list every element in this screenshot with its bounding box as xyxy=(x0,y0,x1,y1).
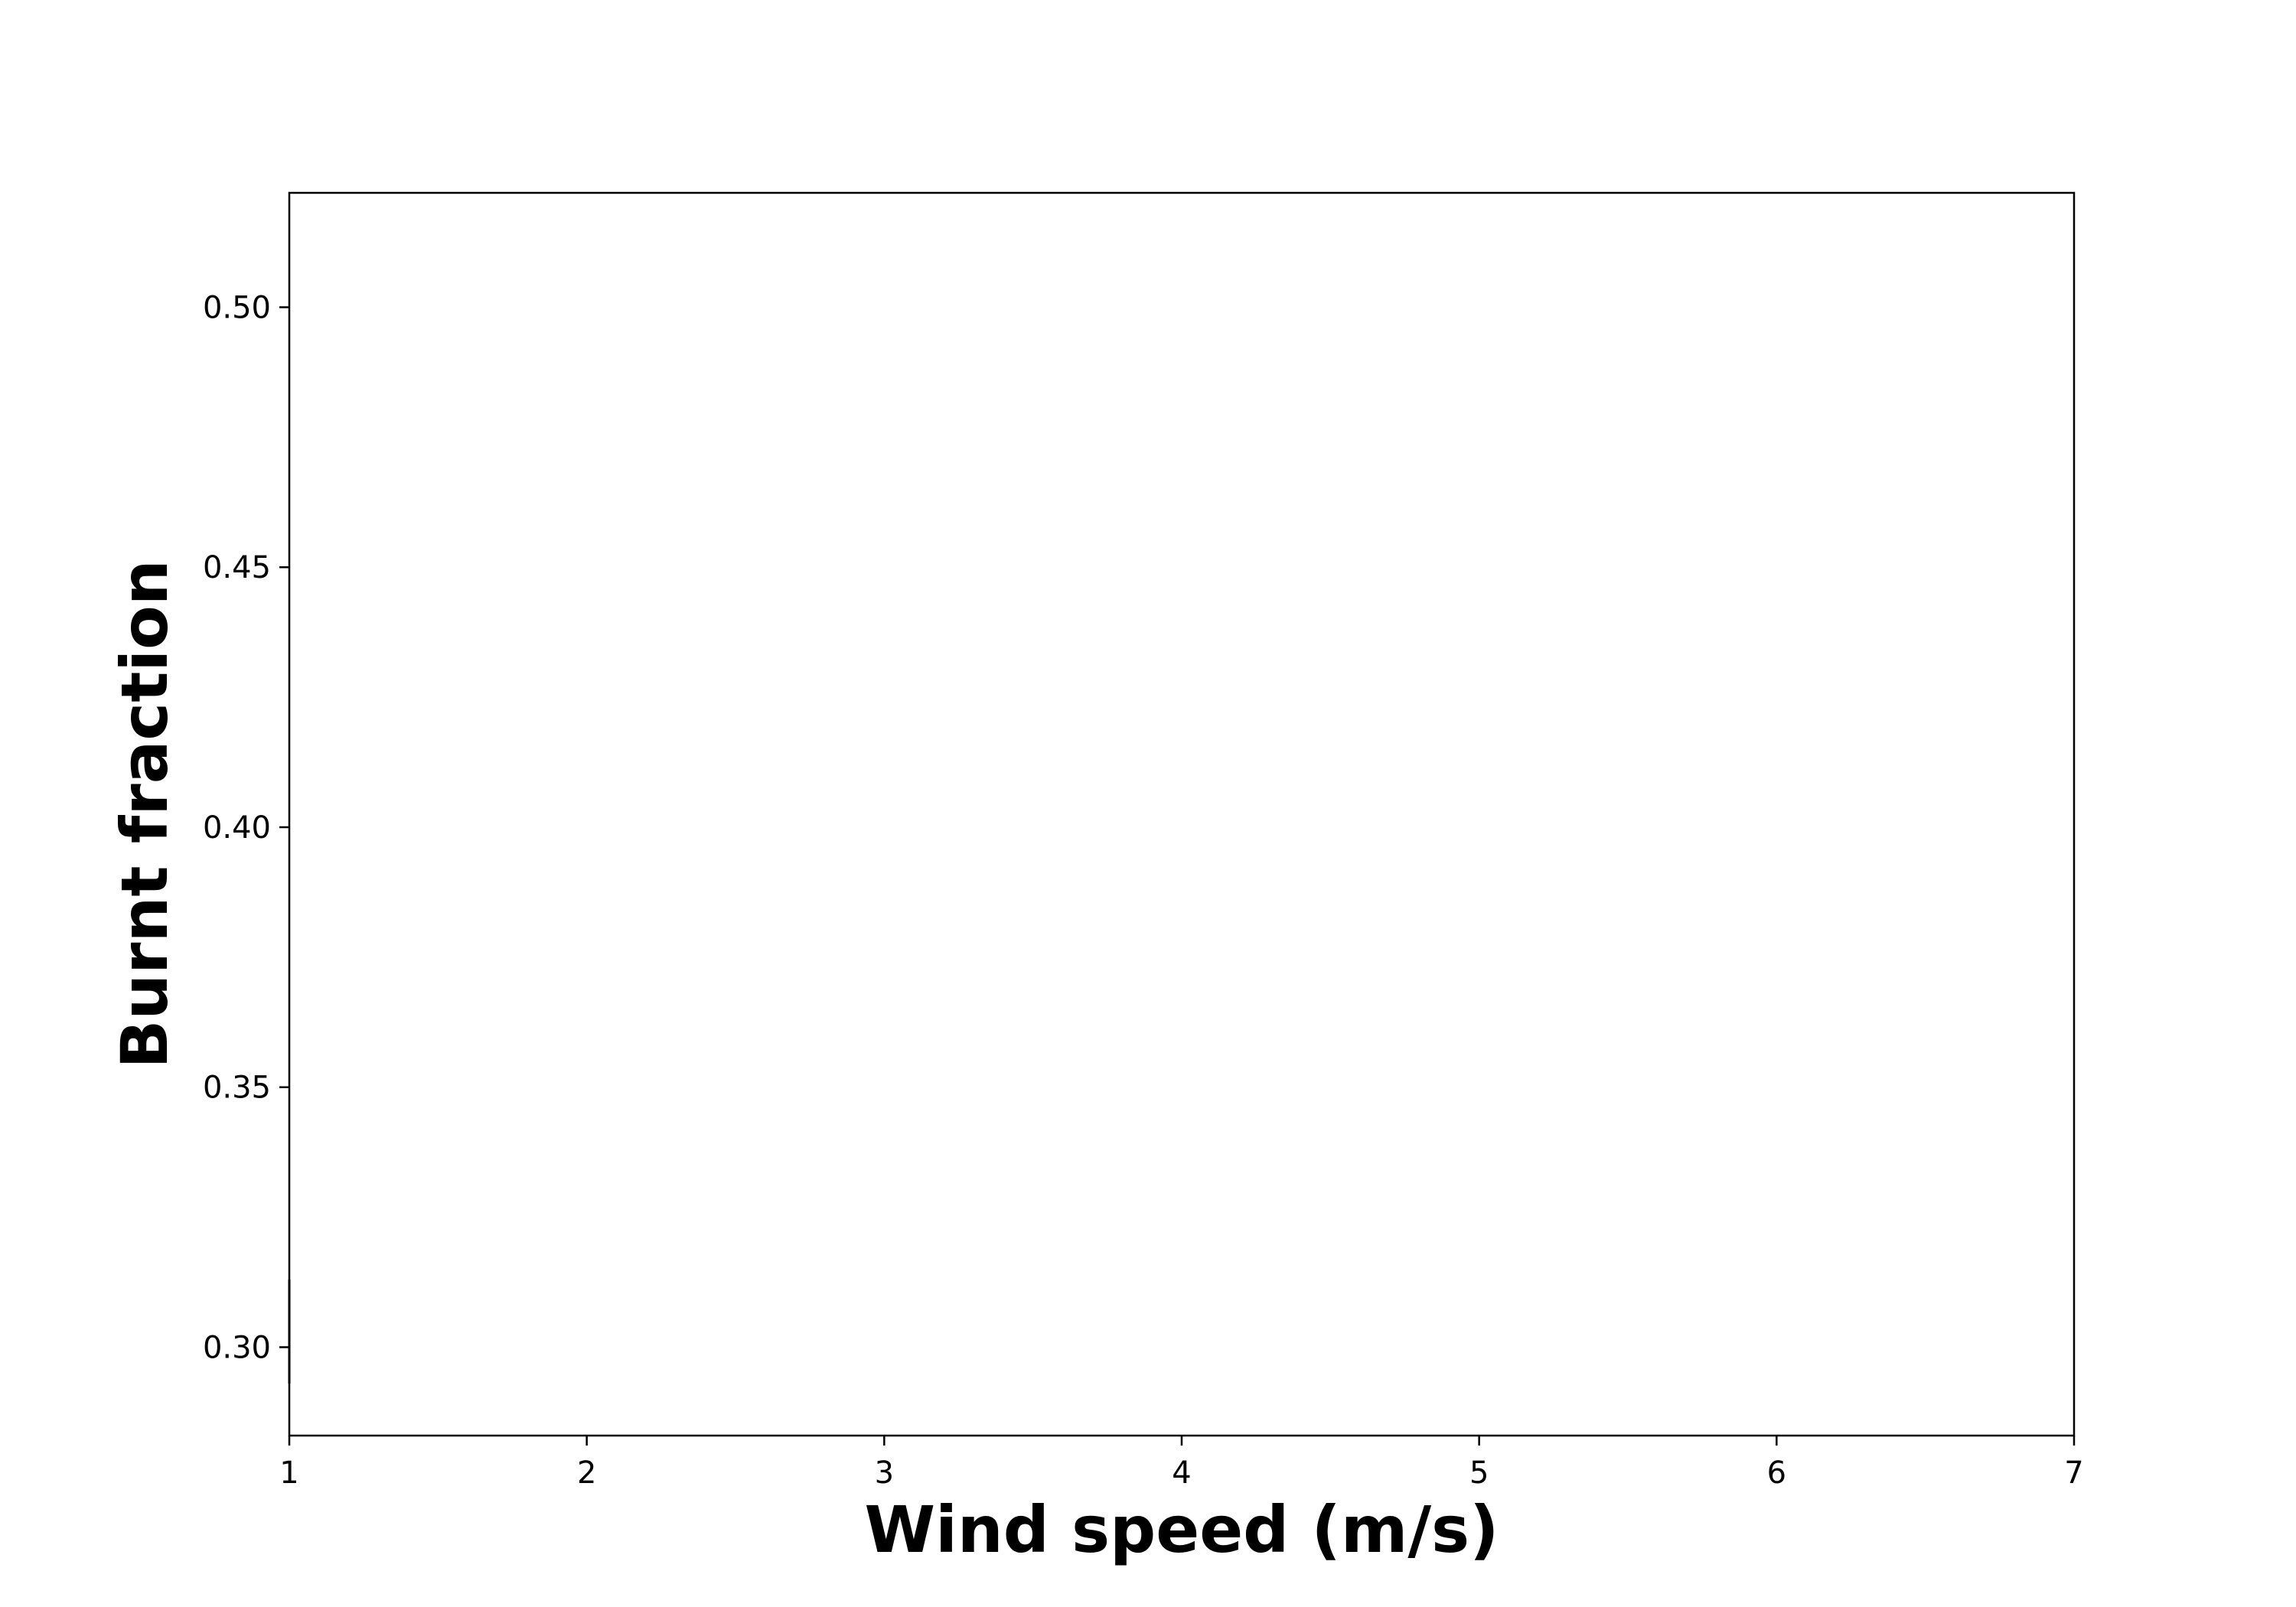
x-tick-label: 2 xyxy=(577,1455,596,1491)
y-tick-label: 0.30 xyxy=(203,1330,271,1365)
x-axis-label: Wind speed (m/s) xyxy=(864,1492,1499,1567)
y-tick-label: 0.35 xyxy=(203,1071,271,1106)
x-tick-label: 6 xyxy=(1767,1455,1786,1491)
y-axis-ticks: 0.30 0.35 0.40 0.45 0.50 xyxy=(203,290,289,1365)
y-axis-label: Burnt fraction xyxy=(107,559,182,1068)
x-tick-label: 7 xyxy=(2064,1455,2083,1491)
y-tick-label: 0.40 xyxy=(203,810,271,846)
x-axis-ticks: 1 2 3 4 5 6 7 xyxy=(279,1436,2084,1491)
x-tick-label: 1 xyxy=(279,1455,298,1491)
x-tick-label: 3 xyxy=(875,1455,894,1491)
y-tick-label: 0.50 xyxy=(203,290,271,325)
x-tick-label: 4 xyxy=(1172,1455,1191,1491)
x-tick-label: 5 xyxy=(1469,1455,1489,1491)
y-tick-label: 0.45 xyxy=(203,550,271,585)
